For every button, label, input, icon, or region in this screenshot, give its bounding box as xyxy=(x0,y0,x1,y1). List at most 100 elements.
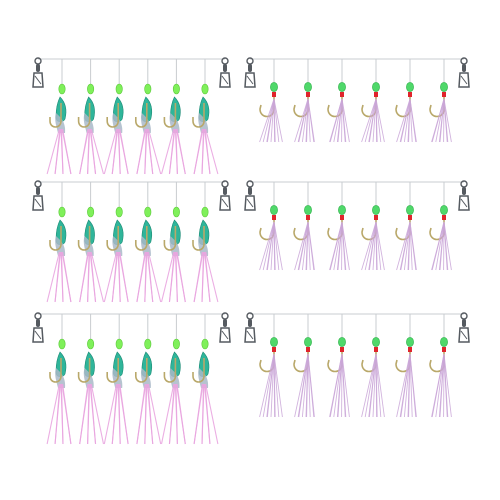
shrimp-lure xyxy=(77,182,105,303)
red-thread xyxy=(374,347,378,352)
bead xyxy=(440,337,448,347)
skirt-strand xyxy=(90,128,97,175)
hook xyxy=(49,226,62,251)
bead xyxy=(372,337,380,347)
skirt-strand xyxy=(168,128,176,175)
feather-strand xyxy=(273,353,283,418)
skirt-strand xyxy=(54,128,62,175)
skirt-strand xyxy=(90,128,105,175)
red-thread xyxy=(442,92,446,97)
skirt-strand xyxy=(90,251,97,303)
feather-lure xyxy=(293,182,315,271)
feather-strand xyxy=(273,98,280,143)
skirt-strand xyxy=(87,128,91,175)
feather-strand xyxy=(375,221,378,271)
feather-strand xyxy=(409,353,417,418)
feather-strand xyxy=(372,221,377,271)
red-thread xyxy=(340,215,344,220)
feather-strand xyxy=(443,353,452,418)
bead xyxy=(338,337,346,347)
feather-strand xyxy=(368,98,377,143)
hook xyxy=(106,358,119,383)
red-thread xyxy=(442,347,446,352)
hook xyxy=(192,103,205,128)
bead xyxy=(372,82,380,92)
hook xyxy=(163,103,177,128)
feather-strand xyxy=(408,98,411,143)
feather-strand xyxy=(298,98,309,143)
feather-lure xyxy=(429,182,452,271)
skirt-strand xyxy=(168,383,176,445)
feather-strand xyxy=(273,221,276,271)
feather-strand xyxy=(375,353,382,418)
hook xyxy=(77,103,91,128)
feather-strand xyxy=(375,221,385,271)
skirt-strand xyxy=(118,128,121,175)
feather-strand xyxy=(294,221,309,271)
rig-bottom-right xyxy=(244,312,470,418)
snap-swivel xyxy=(32,57,44,88)
feather-lure xyxy=(259,182,283,271)
feather-strand xyxy=(439,98,445,143)
feather-strand xyxy=(337,353,343,418)
feather-lure xyxy=(327,314,350,418)
bead xyxy=(87,206,95,218)
feather-strand xyxy=(307,221,315,271)
feather-strand xyxy=(361,98,377,143)
feather-strand xyxy=(301,221,309,271)
skirt-strand xyxy=(204,251,211,303)
hook xyxy=(106,103,119,128)
feather-strand xyxy=(273,98,283,143)
red-thread xyxy=(306,215,310,220)
red-thread xyxy=(340,347,344,352)
skirt-strand xyxy=(136,383,147,445)
feather-strand xyxy=(443,98,449,143)
feather-lure xyxy=(293,314,315,418)
red-thread xyxy=(272,92,276,97)
feather-strand xyxy=(329,353,343,418)
feather-strand xyxy=(270,221,275,271)
feather-strand xyxy=(306,353,309,418)
skirt-strand xyxy=(176,251,186,303)
feather-strand xyxy=(361,221,377,271)
rig-bottom-left xyxy=(32,312,231,445)
feather-strand xyxy=(409,98,417,143)
feather-strand xyxy=(333,98,343,143)
feather-strand xyxy=(262,98,275,143)
hook xyxy=(77,226,91,251)
feather-lure xyxy=(361,182,385,271)
feather-strand xyxy=(408,221,411,271)
hook xyxy=(192,226,205,251)
feather-strand xyxy=(329,221,343,271)
skirt-strand xyxy=(175,128,178,175)
red-thread xyxy=(442,215,446,220)
skirt-strand xyxy=(193,128,204,175)
skirt-strand xyxy=(54,383,62,445)
skirt-strand xyxy=(90,251,105,303)
skirt-strand xyxy=(111,383,119,445)
skirt-strand xyxy=(201,128,205,175)
skirt-strand xyxy=(144,251,148,303)
feather-strand xyxy=(341,353,350,418)
bead xyxy=(115,338,123,350)
red-thread xyxy=(374,215,378,220)
skirt-strand xyxy=(90,383,97,445)
skirt-strand xyxy=(193,251,204,303)
feather-lure xyxy=(327,182,350,271)
feather-lure xyxy=(259,59,283,143)
red-thread xyxy=(272,347,276,352)
snap-swivel xyxy=(32,180,44,211)
feather-strand xyxy=(273,353,280,418)
shrimp-lure xyxy=(103,182,129,303)
feather-strand xyxy=(364,353,377,418)
feather-strand xyxy=(337,98,343,143)
snap-swivel xyxy=(458,57,470,88)
snap-swivel xyxy=(244,57,256,88)
skirt-strand xyxy=(144,383,148,445)
feather-strand xyxy=(375,98,378,143)
skirt-strand xyxy=(119,128,129,175)
skirt-strand xyxy=(147,383,162,445)
skirt-strand xyxy=(103,251,118,303)
rig-middle-left xyxy=(32,180,231,303)
feather-strand xyxy=(400,221,411,271)
